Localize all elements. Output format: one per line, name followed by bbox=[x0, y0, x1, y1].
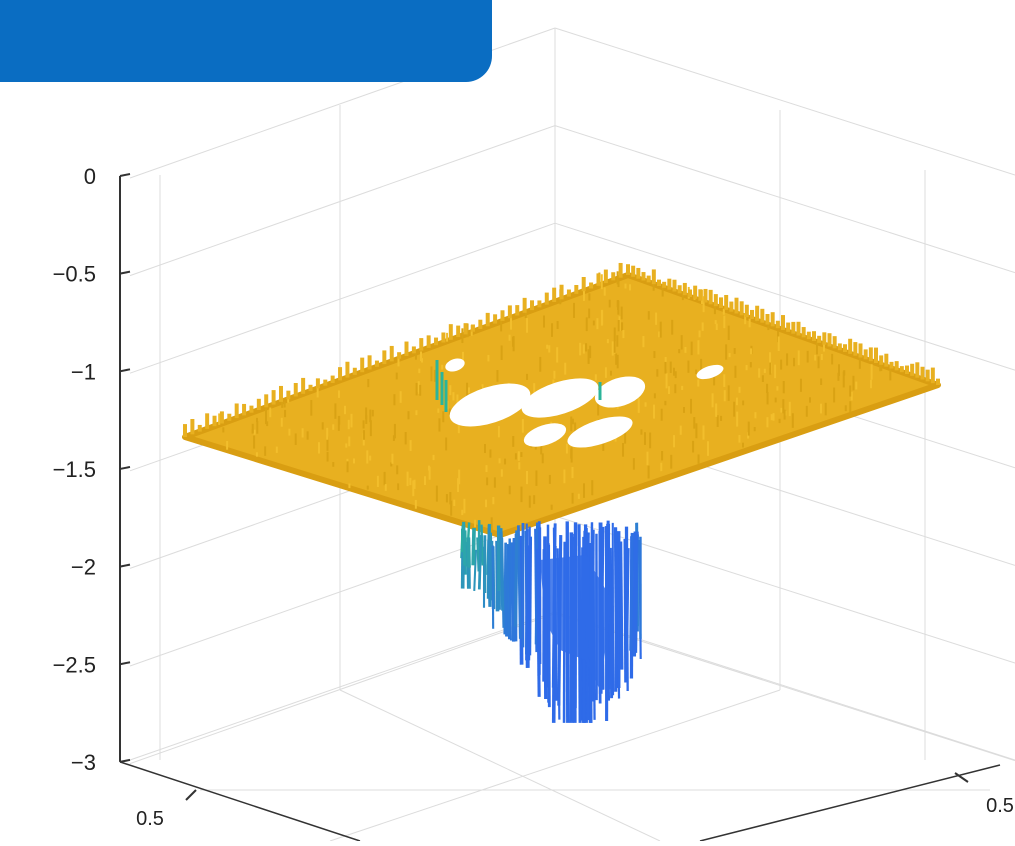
z-tick-label: −2.5 bbox=[53, 652, 96, 677]
z-tick-label: −1.5 bbox=[53, 457, 96, 482]
surface-spike bbox=[479, 535, 481, 589]
z-tick-mark bbox=[120, 662, 130, 664]
surface-spike bbox=[626, 548, 628, 672]
z-tick-mark bbox=[120, 760, 130, 762]
surface-spike bbox=[473, 528, 474, 565]
title-banner bbox=[0, 0, 492, 82]
x-tick-label: 0.5 bbox=[136, 808, 164, 830]
z-tick-label: −0.5 bbox=[53, 262, 96, 287]
grid-line bbox=[130, 126, 555, 276]
surface-spike bbox=[516, 530, 517, 626]
z-tick-label: 0 bbox=[84, 164, 96, 189]
surface-spike bbox=[616, 543, 617, 692]
surface-spike bbox=[621, 541, 622, 669]
surface-spike bbox=[634, 532, 635, 657]
grid-line bbox=[555, 28, 1015, 175]
z-tick-mark bbox=[120, 272, 130, 274]
z-tick-mark bbox=[120, 467, 130, 469]
x-tick-mark bbox=[186, 790, 196, 800]
z-tick-label: −3 bbox=[71, 750, 96, 775]
surface-spike bbox=[501, 532, 503, 610]
surface-spike bbox=[631, 533, 632, 651]
y-tick-label: 0.5 bbox=[986, 795, 1014, 817]
surface-spike bbox=[538, 549, 540, 697]
surface-spike bbox=[489, 540, 490, 606]
surface-spike bbox=[464, 522, 465, 566]
grid-line bbox=[555, 126, 1015, 273]
z-tick-mark bbox=[120, 174, 130, 176]
surface-mesh bbox=[185, 263, 938, 723]
grid-line bbox=[340, 690, 660, 841]
grid-line bbox=[130, 614, 555, 764]
z-tick-label: −2 bbox=[71, 555, 96, 580]
surface-spike bbox=[518, 525, 520, 638]
y-axis-line bbox=[700, 765, 1000, 841]
grid-line bbox=[130, 612, 555, 760]
z-tick-label: −1 bbox=[71, 359, 96, 384]
z-tick-mark bbox=[120, 369, 130, 371]
z-tick-mark bbox=[120, 565, 130, 567]
surface-spike bbox=[526, 524, 527, 655]
surface-spike bbox=[468, 537, 469, 567]
surface-spike bbox=[610, 548, 611, 698]
